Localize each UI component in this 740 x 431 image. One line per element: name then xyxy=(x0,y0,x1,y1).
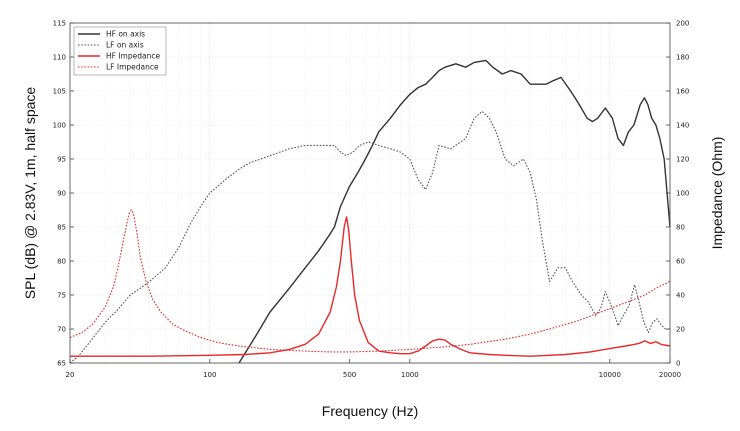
y-left-tick-label: 70 xyxy=(57,326,66,334)
series-line-hf-on-axis xyxy=(238,59,671,364)
ticks-layer: 20 100 500 1000 10000 20000115110105100959085… xyxy=(53,20,690,380)
y-right-tick-label: 60 xyxy=(676,258,685,266)
legend-label-lf-on-axis: LF on axis xyxy=(106,41,144,50)
x-tick-label: 20000 xyxy=(659,371,681,379)
y-right-tick-label: 20 xyxy=(676,326,685,334)
y-left-tick-label: 115 xyxy=(53,20,66,28)
legend: HF on axis LF on axis HF Impedance LF Imped… xyxy=(73,26,167,76)
y-left-tick-label: 75 xyxy=(57,292,66,300)
legend-label-hf-on-axis: HF on axis xyxy=(106,30,145,39)
y-left-tick-label: 100 xyxy=(53,122,66,130)
x-tick-label: 100 xyxy=(203,371,216,379)
y-left-tick-label: 85 xyxy=(57,224,66,232)
y-axis-label-left: SPL (dB) @ 2.83V, 1m, half space xyxy=(22,87,38,300)
y-right-tick-label: 180 xyxy=(676,54,689,62)
x-tick-label: 500 xyxy=(343,371,356,379)
y-left-tick-label: 95 xyxy=(57,156,66,164)
y-left-tick-label: 110 xyxy=(53,54,66,62)
y-right-tick-label: 40 xyxy=(676,292,685,300)
series-line-lf-impedance xyxy=(69,209,671,353)
series-line-hf-impedance xyxy=(70,216,671,357)
y-right-tick-label: 0 xyxy=(676,360,680,368)
x-tick-label: 10000 xyxy=(599,371,621,379)
y-left-tick-label: 65 xyxy=(57,360,66,368)
x-axis-label: Frequency (Hz) xyxy=(322,403,418,419)
y-left-tick-label: 90 xyxy=(57,190,66,198)
y-left-tick-label: 80 xyxy=(57,258,66,266)
y-right-tick-label: 140 xyxy=(676,122,689,130)
y-right-tick-label: 160 xyxy=(676,88,689,96)
x-tick-label: 20 xyxy=(66,371,75,379)
legend-label-hf-impedance: HF Impedance xyxy=(106,52,160,61)
legend-label-lf-impedance: LF Impedance xyxy=(106,63,159,72)
y-left-tick-label: 105 xyxy=(53,88,66,96)
y-axis-label-right: Impedance (Ohm) xyxy=(709,137,725,250)
y-right-tick-label: 80 xyxy=(676,224,685,232)
legend-box xyxy=(73,26,167,76)
y-right-tick-label: 120 xyxy=(676,156,689,164)
series-layer xyxy=(69,59,671,364)
y-right-tick-label: 100 xyxy=(676,190,689,198)
x-tick-label: 1000 xyxy=(401,371,419,379)
y-right-tick-label: 200 xyxy=(676,20,689,28)
